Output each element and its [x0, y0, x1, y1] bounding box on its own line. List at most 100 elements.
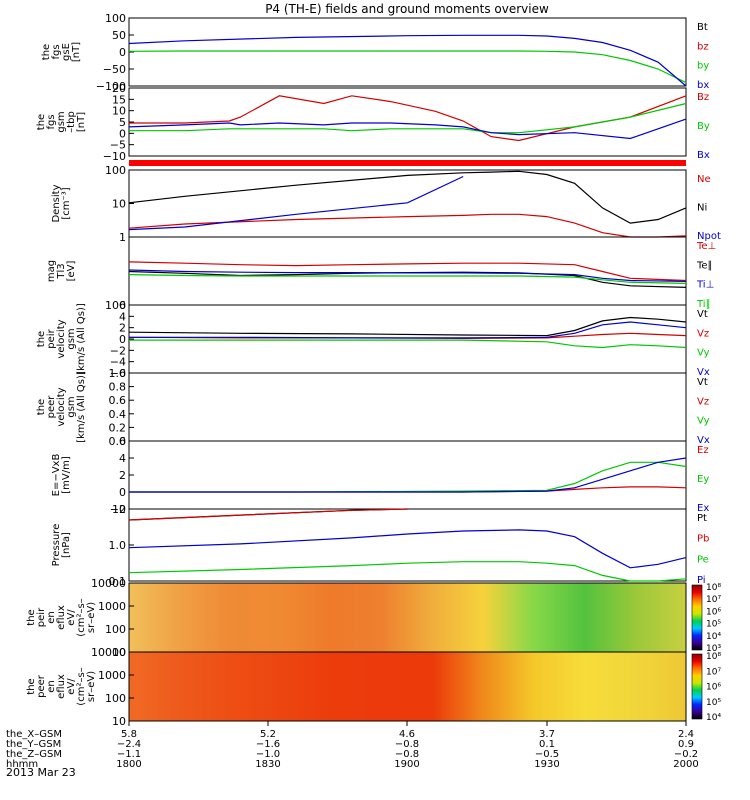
- x-axis-value: −1.6: [256, 739, 280, 750]
- y-tick-label: −100: [96, 80, 126, 93]
- colorbar-tick-label: 10⁸: [706, 583, 721, 593]
- y-tick-label: 1000: [98, 669, 126, 682]
- legend-Pe: Pe: [697, 554, 709, 565]
- x-axis-value: −0.2: [674, 749, 698, 760]
- y-axis-label: gsm: [56, 111, 67, 132]
- x-axis-value: −2.4: [117, 739, 141, 750]
- y-tick-label: −2: [110, 344, 126, 357]
- y-tick-label: −2: [110, 503, 126, 516]
- y-axis-label: peer: [46, 395, 57, 419]
- y-axis-label: E=−VxB: [51, 454, 62, 497]
- y-axis-label: peer: [36, 674, 47, 698]
- colorbar-tick-label: 10³: [706, 644, 721, 654]
- y-axis-label: Pressure: [51, 524, 62, 567]
- y-tick-label: 6: [119, 299, 126, 312]
- panel-frame: [128, 17, 687, 87]
- y-tick-label: −5: [110, 139, 126, 152]
- series-line-Pe: [128, 561, 687, 582]
- x-axis-value: 1930: [534, 759, 559, 770]
- legend-bz: bz: [697, 41, 709, 52]
- legend-Vx: Vx: [697, 367, 710, 378]
- y-axis-label: eV/: [66, 678, 77, 695]
- y-tick-label: 10000: [91, 577, 126, 590]
- x-axis-row-label: the_Y–GSM: [6, 739, 61, 750]
- y-axis-label: velocity: [56, 387, 67, 426]
- ephemeris-strip: [129, 160, 686, 166]
- colorbar-tick-label: 10⁷: [706, 667, 721, 677]
- series-line-Vy: [129, 339, 687, 349]
- y-axis-label: [mV/m]: [61, 456, 72, 494]
- legend-Vt: Vt: [697, 377, 708, 388]
- x-axis-value: 2000: [673, 759, 698, 770]
- legend-Ne: Ne: [697, 174, 711, 185]
- y-tick-label: 2: [119, 322, 126, 335]
- y-tick-label: 0: [119, 486, 126, 499]
- colorbar: [691, 584, 703, 651]
- y-tick-label: 50: [112, 29, 126, 42]
- y-tick-label: 0.1: [109, 575, 127, 588]
- y-axis-label: [eV]: [66, 261, 77, 282]
- series-line-bx: [128, 34, 687, 87]
- y-tick-label: 10: [112, 503, 126, 516]
- legend-Vy: Vy: [697, 348, 710, 359]
- legend-Bx: Bx: [697, 150, 710, 161]
- y-axis-label: (cm²–s–: [76, 667, 87, 705]
- series-line-Ex: [129, 457, 687, 493]
- legend-Vy: Vy: [697, 416, 710, 427]
- series-line-Npot: [128, 175, 464, 231]
- series-line-Ti⊥: [128, 269, 687, 282]
- legend-by: by: [697, 61, 709, 72]
- y-axis-label: the: [36, 399, 47, 415]
- y-tick-label: 4: [119, 452, 126, 465]
- legend-Npot: Npot: [697, 231, 721, 242]
- legend-Ti∥: Ti∥: [696, 299, 711, 310]
- colorbar-tick-label: 10⁴: [706, 632, 721, 642]
- legend-Bz: Bz: [697, 92, 709, 103]
- legend-Ez: Ez: [697, 445, 709, 456]
- y-axis-label: the: [36, 331, 47, 347]
- legend-Ey: Ey: [697, 474, 709, 485]
- legend-Ex: Ex: [697, 503, 709, 514]
- y-tick-label: 10: [112, 715, 126, 728]
- y-axis-label: peir: [46, 328, 57, 348]
- legend-Ni: Ni: [697, 203, 707, 214]
- legend-Bt: Bt: [697, 22, 708, 33]
- heatmap-image: [129, 652, 686, 721]
- x-axis-value: −0.8: [395, 739, 419, 750]
- y-tick-label: 0: [119, 46, 126, 59]
- y-axis-label: [km/s (All Qs)]: [76, 371, 87, 443]
- y-axis-label: [nT]: [71, 42, 82, 62]
- y-axis-label: peir: [36, 607, 47, 627]
- y-axis-label: the: [36, 114, 47, 130]
- legend-Te⊥: Te⊥: [696, 241, 716, 252]
- series-line-by: [128, 50, 687, 84]
- y-axis-label: the: [26, 678, 37, 694]
- x-axis-value: 5.8: [121, 729, 137, 740]
- series-line-By: [129, 102, 687, 134]
- x-axis-row-label: the_Z–GSM: [6, 749, 62, 760]
- x-axis-value: 1900: [394, 759, 419, 770]
- legend-Vz: Vz: [697, 396, 709, 407]
- y-axis-label: velocity: [56, 319, 67, 358]
- series-line-Ne: [128, 213, 687, 238]
- y-axis-label: eflux: [56, 605, 67, 630]
- panel-e-field: 6 4 2 0 −2 E=−VxB [mV/m] Ez Ey Ex: [51, 435, 709, 516]
- panel-pressure: 10 1.0 0.1 Pressure [nPa] Pt Pb Pe Pi: [51, 503, 709, 588]
- colorbar-tick-label: 10⁵: [706, 698, 721, 708]
- series-line-Pb: [128, 508, 408, 521]
- heatmap-image: [129, 583, 686, 652]
- y-tick-label: 2: [119, 469, 126, 482]
- colorbar-tick-label: 10⁶: [706, 607, 721, 617]
- y-axis-label: en: [46, 680, 57, 693]
- x-axis-value: −1.1: [117, 749, 141, 760]
- panel-frame: [128, 304, 687, 374]
- series-line-Vx: [129, 321, 687, 339]
- panel-frame: [128, 169, 687, 238]
- y-tick-label: 100: [105, 623, 126, 636]
- y-axis-label: the: [26, 609, 37, 625]
- y-tick-label: −10: [103, 150, 126, 163]
- y-tick-label: 0.4: [109, 408, 127, 421]
- series-line-Ni: [128, 170, 687, 224]
